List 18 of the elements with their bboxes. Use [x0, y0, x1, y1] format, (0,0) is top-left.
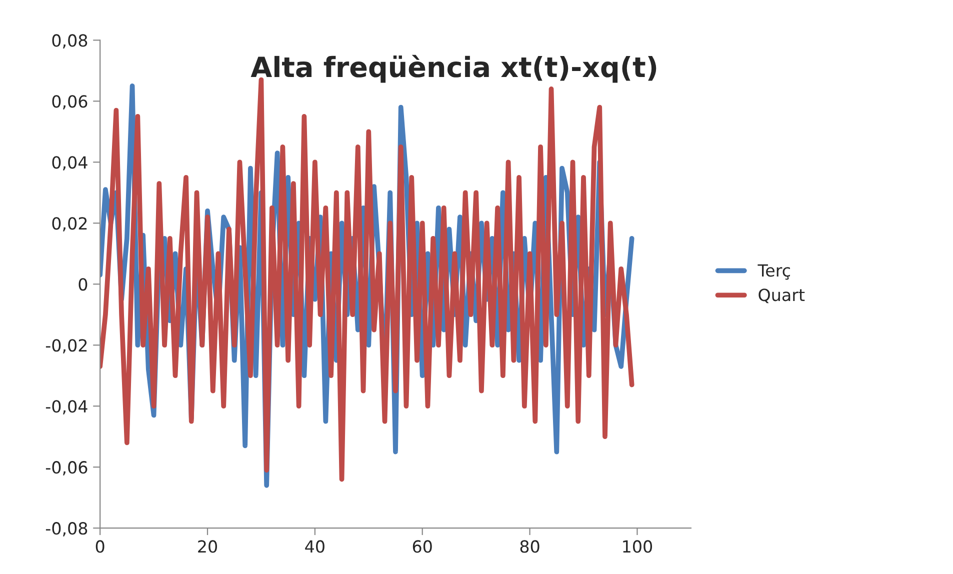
y-tick-label: -0,06 — [46, 461, 88, 476]
y-tick-label: -0,02 — [46, 339, 87, 354]
text: Alta freqüència xt(t)-xq(t) — [250, 54, 656, 83]
y-tick-label: 0,02 — [52, 217, 87, 232]
y-tick-label: 0,04 — [52, 156, 88, 170]
y-tick-label: 0 — [78, 278, 88, 291]
y-tick-label: 0,08 — [52, 34, 88, 48]
x-tick-label: 40 — [305, 540, 324, 553]
legend-label: Quart — [758, 288, 805, 304]
legend-label: Terç — [758, 264, 790, 280]
y-tick-label: -0,08 — [46, 522, 88, 536]
x-tick-label: 80 — [520, 540, 540, 553]
x-tick-label: 0 — [96, 540, 104, 553]
x-tick-label: 20 — [198, 540, 217, 553]
x-tick-label: 60 — [412, 540, 432, 553]
y-tick-label: 0,06 — [52, 95, 88, 110]
y-tick-label: -0,04 — [46, 400, 88, 414]
x-tick-label: 100 — [623, 540, 652, 553]
